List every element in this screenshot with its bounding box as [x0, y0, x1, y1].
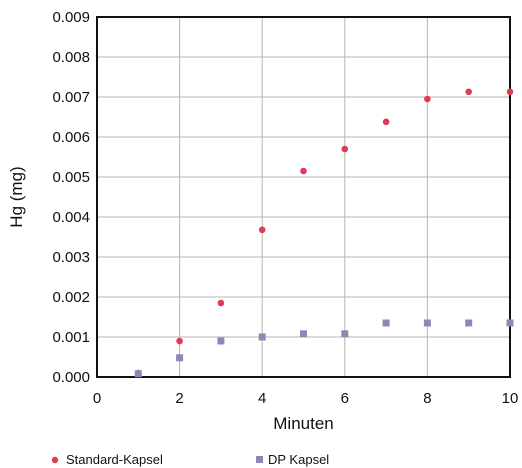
data-point-standard — [424, 95, 431, 103]
data-point-dp — [465, 319, 473, 327]
data-point-standard — [465, 88, 473, 96]
x-tick-label: 2 — [175, 390, 183, 407]
x-tick-label: 10 — [502, 390, 519, 407]
data-point-dp — [506, 319, 514, 327]
data-point-standard — [341, 145, 349, 153]
y-axis-title: Hg (mg) — [7, 166, 26, 227]
data-point-standard — [176, 337, 183, 345]
legend-marker-standard — [51, 456, 59, 464]
data-point-dp — [423, 319, 431, 327]
data-point-standard — [258, 226, 266, 234]
data-point-dp — [217, 337, 225, 345]
y-tick-label: 0.006 — [52, 129, 90, 146]
data-point-dp — [341, 330, 349, 338]
x-tick-label: 4 — [258, 390, 266, 407]
x-axis-title: Minuten — [273, 414, 333, 433]
y-tick-label: 0.002 — [52, 289, 90, 306]
grid — [96, 16, 511, 378]
y-tick-label: 0.004 — [52, 209, 90, 226]
data-point-dp — [134, 370, 142, 378]
plot-frame — [96, 16, 511, 378]
data-point-dp — [176, 354, 184, 362]
legend-item-standard: Standard-Kapsel — [51, 452, 163, 467]
y-tick-label: 0.005 — [52, 169, 90, 186]
data-point-standard — [300, 167, 307, 175]
y-tick-label: 0.000 — [52, 369, 90, 386]
legend-label-standard: Standard-Kapsel — [66, 452, 163, 467]
data-point-dp — [382, 319, 390, 327]
data-point-standard — [217, 299, 225, 307]
x-tick-label: 0 — [93, 390, 101, 407]
y-tick-label: 0.001 — [52, 329, 90, 346]
legend-marker-dp — [256, 456, 263, 463]
data-points — [134, 88, 514, 378]
y-tick-label: 0.008 — [52, 49, 90, 66]
y-tick-label: 0.003 — [52, 249, 90, 266]
x-tick-label: 8 — [423, 390, 431, 407]
data-point-dp — [258, 333, 266, 341]
legend-label-dp: DP Kapsel — [268, 452, 329, 467]
x-tick-label: 6 — [341, 390, 349, 407]
legend-item-dp: DP Kapsel — [256, 452, 329, 467]
legend: Standard-Kapsel DP Kapsel — [51, 452, 329, 467]
data-point-dp — [300, 330, 307, 338]
x-axis-ticks: 0 2 4 6 8 10 — [93, 390, 519, 407]
y-tick-label: 0.007 — [52, 89, 90, 106]
data-point-standard — [382, 118, 390, 126]
y-tick-label: 0.009 — [52, 9, 90, 26]
y-axis-ticks: 0.000 0.001 0.002 0.003 0.004 0.005 0.006 0.007… — [52, 9, 90, 386]
data-point-standard — [506, 88, 514, 96]
